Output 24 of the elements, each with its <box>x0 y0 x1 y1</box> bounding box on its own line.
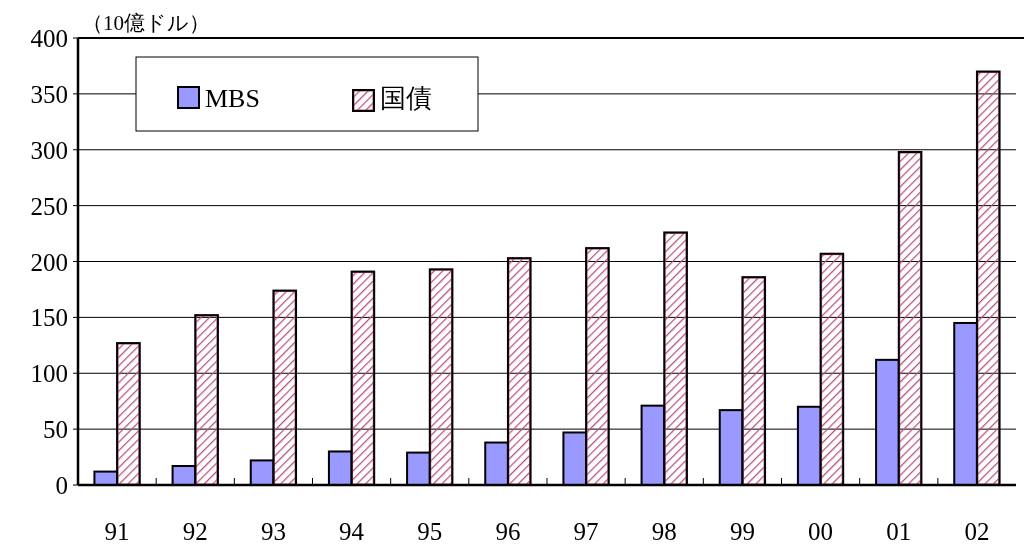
y-tick-label: 100 <box>30 360 68 388</box>
x-tick-label: 97 <box>573 518 599 545</box>
y-tick-label: 50 <box>43 416 68 444</box>
x-tick-label: 96 <box>495 518 521 545</box>
y-tick-label: 200 <box>30 248 68 276</box>
y-tick-label: 350 <box>30 80 68 108</box>
y-tick-label: 0 <box>55 472 68 499</box>
x-tick-label: 98 <box>651 518 677 545</box>
x-tick-label: 99 <box>729 518 755 545</box>
x-tick-label: 00 <box>808 518 834 545</box>
legend-label: MBS <box>205 84 260 113</box>
x-tick-label: 02 <box>964 518 990 545</box>
x-tick-label: 91 <box>104 518 130 545</box>
x-tick-label: 94 <box>339 518 365 545</box>
y-tick-label: 150 <box>30 304 68 332</box>
x-tick-label: 95 <box>417 518 443 545</box>
y-tick-label: 300 <box>30 136 68 164</box>
y-tick-label: 400 <box>30 25 68 52</box>
y-tick-label: 250 <box>30 192 68 220</box>
x-tick-label: 01 <box>886 518 912 545</box>
y-axis-title: （10億ドル） <box>82 11 210 35</box>
x-tick-label: 93 <box>260 518 286 545</box>
legend-label: 国債 <box>380 84 432 113</box>
x-tick-label: 92 <box>182 518 208 545</box>
